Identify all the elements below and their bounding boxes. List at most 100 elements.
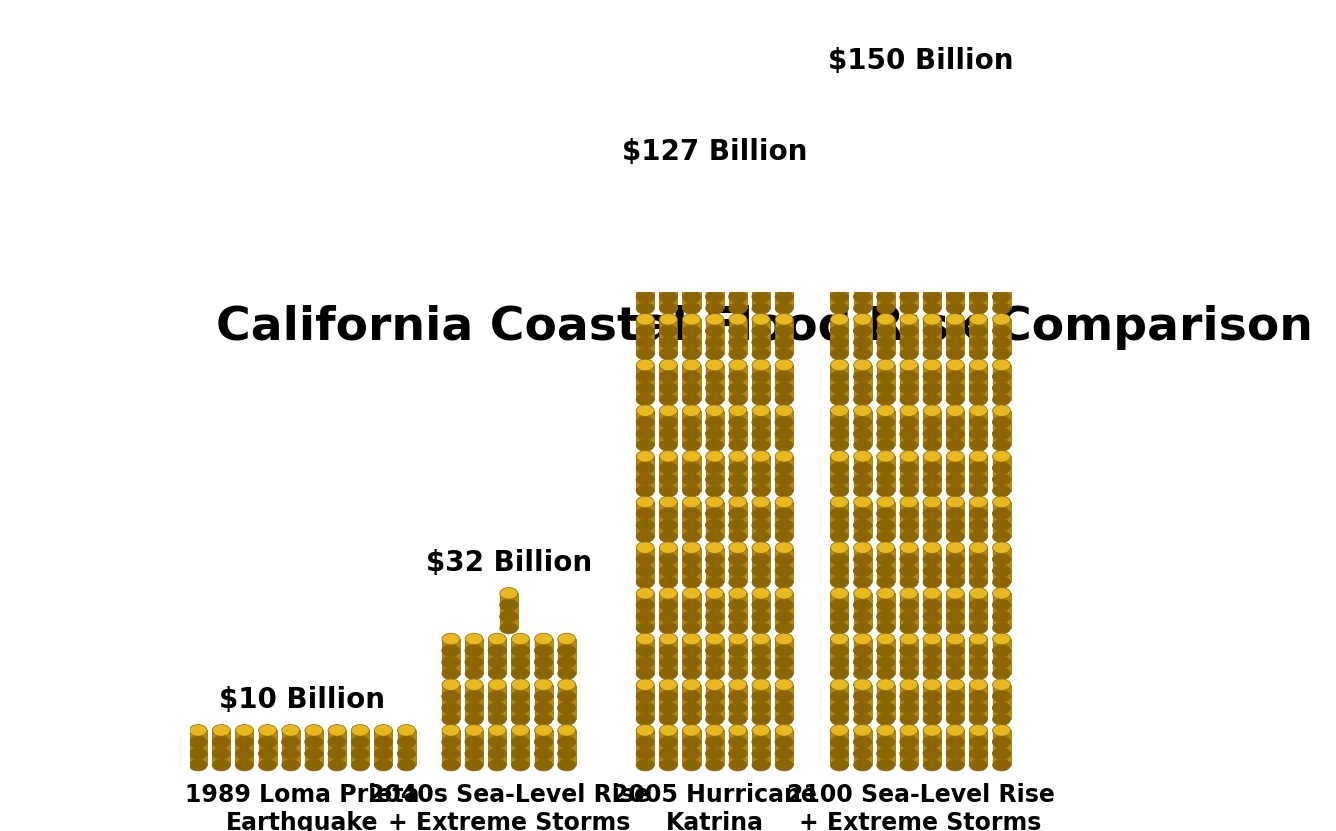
Polygon shape (660, 297, 677, 308)
Ellipse shape (329, 725, 346, 736)
Ellipse shape (683, 337, 700, 348)
Ellipse shape (752, 199, 770, 211)
Ellipse shape (705, 668, 724, 680)
Polygon shape (729, 730, 747, 742)
Ellipse shape (500, 599, 518, 611)
Text: 1989 Loma Prieta
Earthquake: 1989 Loma Prieta Earthquake (186, 784, 420, 831)
Ellipse shape (683, 199, 700, 211)
Ellipse shape (660, 508, 677, 519)
Ellipse shape (729, 257, 747, 268)
Ellipse shape (705, 531, 724, 543)
Ellipse shape (752, 348, 770, 360)
Ellipse shape (512, 656, 529, 668)
Polygon shape (946, 136, 965, 148)
Ellipse shape (775, 257, 794, 268)
Polygon shape (636, 696, 655, 708)
Polygon shape (993, 331, 1010, 342)
Ellipse shape (923, 428, 941, 440)
Ellipse shape (900, 325, 918, 337)
Polygon shape (636, 273, 655, 285)
Ellipse shape (946, 519, 965, 531)
Polygon shape (705, 559, 724, 571)
Polygon shape (442, 662, 460, 674)
Polygon shape (970, 114, 987, 125)
Ellipse shape (946, 142, 965, 154)
Ellipse shape (705, 371, 724, 382)
Ellipse shape (488, 691, 506, 702)
Ellipse shape (876, 257, 895, 268)
Ellipse shape (923, 96, 941, 108)
Ellipse shape (993, 748, 1010, 760)
Ellipse shape (993, 485, 1010, 497)
Ellipse shape (683, 553, 700, 565)
Polygon shape (660, 376, 677, 388)
Ellipse shape (683, 736, 700, 748)
Polygon shape (752, 559, 770, 571)
Polygon shape (775, 548, 794, 559)
Ellipse shape (876, 382, 895, 394)
Polygon shape (970, 194, 987, 205)
Ellipse shape (775, 588, 794, 599)
Polygon shape (946, 239, 965, 251)
Ellipse shape (500, 599, 518, 611)
Polygon shape (831, 617, 848, 628)
Ellipse shape (282, 736, 299, 748)
Polygon shape (190, 742, 207, 754)
Ellipse shape (946, 714, 965, 725)
Ellipse shape (729, 245, 747, 257)
Polygon shape (705, 593, 724, 605)
Ellipse shape (235, 736, 254, 748)
Ellipse shape (557, 702, 576, 714)
Ellipse shape (923, 577, 941, 588)
Ellipse shape (729, 279, 747, 291)
Polygon shape (831, 91, 848, 102)
Ellipse shape (660, 291, 677, 302)
Polygon shape (831, 376, 848, 388)
Polygon shape (993, 388, 1010, 400)
Polygon shape (900, 571, 918, 583)
Polygon shape (729, 194, 747, 205)
Polygon shape (993, 605, 1010, 617)
Polygon shape (775, 297, 794, 308)
Ellipse shape (660, 656, 677, 668)
Polygon shape (683, 239, 700, 251)
Ellipse shape (636, 760, 655, 771)
Ellipse shape (876, 188, 895, 199)
Ellipse shape (557, 736, 576, 748)
Ellipse shape (923, 474, 941, 485)
Ellipse shape (752, 245, 770, 257)
Ellipse shape (705, 645, 724, 656)
Ellipse shape (876, 645, 895, 656)
Polygon shape (660, 571, 677, 583)
Ellipse shape (876, 656, 895, 668)
Ellipse shape (854, 245, 871, 257)
Ellipse shape (831, 154, 848, 165)
Ellipse shape (557, 645, 576, 656)
Ellipse shape (923, 496, 941, 508)
Ellipse shape (854, 96, 871, 108)
Ellipse shape (512, 691, 529, 702)
Ellipse shape (831, 485, 848, 497)
Polygon shape (752, 696, 770, 708)
Polygon shape (329, 730, 346, 742)
Polygon shape (775, 479, 794, 491)
Ellipse shape (305, 736, 323, 748)
Ellipse shape (636, 371, 655, 382)
Ellipse shape (854, 257, 871, 268)
Polygon shape (876, 239, 895, 251)
Ellipse shape (683, 656, 700, 668)
Polygon shape (660, 182, 677, 194)
Ellipse shape (705, 599, 724, 611)
Ellipse shape (923, 142, 941, 154)
Ellipse shape (683, 736, 700, 748)
Ellipse shape (946, 291, 965, 302)
Ellipse shape (854, 450, 871, 462)
Polygon shape (752, 754, 770, 765)
Polygon shape (729, 182, 747, 194)
Ellipse shape (993, 416, 1010, 428)
Ellipse shape (705, 222, 724, 234)
Polygon shape (876, 114, 895, 125)
Ellipse shape (729, 633, 747, 645)
Ellipse shape (752, 496, 770, 508)
Ellipse shape (752, 702, 770, 714)
